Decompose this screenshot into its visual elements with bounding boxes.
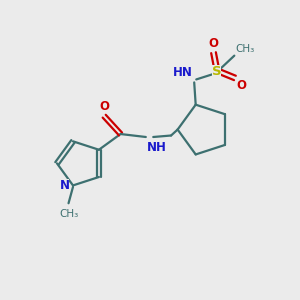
Text: O: O bbox=[99, 100, 109, 113]
Text: S: S bbox=[212, 65, 221, 79]
Text: HN: HN bbox=[173, 66, 193, 80]
Text: CH₃: CH₃ bbox=[236, 44, 255, 54]
Text: NH: NH bbox=[147, 141, 167, 154]
Text: O: O bbox=[237, 80, 247, 92]
Text: N: N bbox=[59, 179, 69, 192]
Text: CH₃: CH₃ bbox=[59, 208, 78, 219]
Text: O: O bbox=[208, 37, 218, 50]
